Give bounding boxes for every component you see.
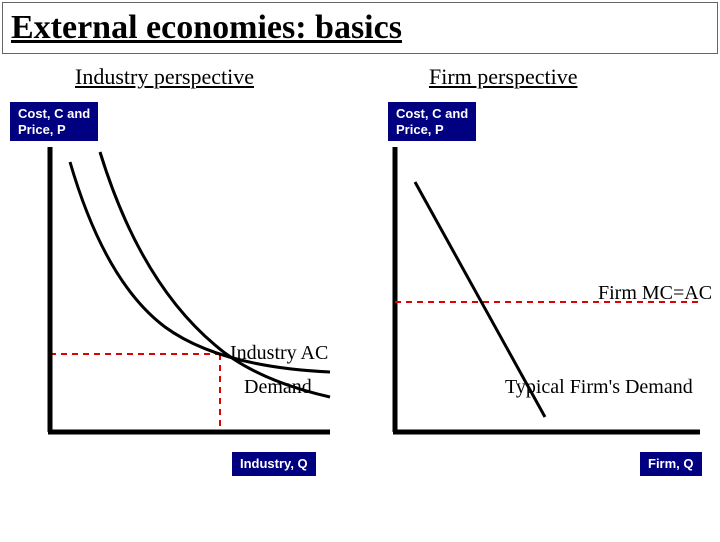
firm-demand-line xyxy=(415,182,545,417)
industry-ac-curve xyxy=(70,162,330,372)
diagram-svg xyxy=(0,2,720,542)
industry-demand-curve xyxy=(100,152,330,397)
